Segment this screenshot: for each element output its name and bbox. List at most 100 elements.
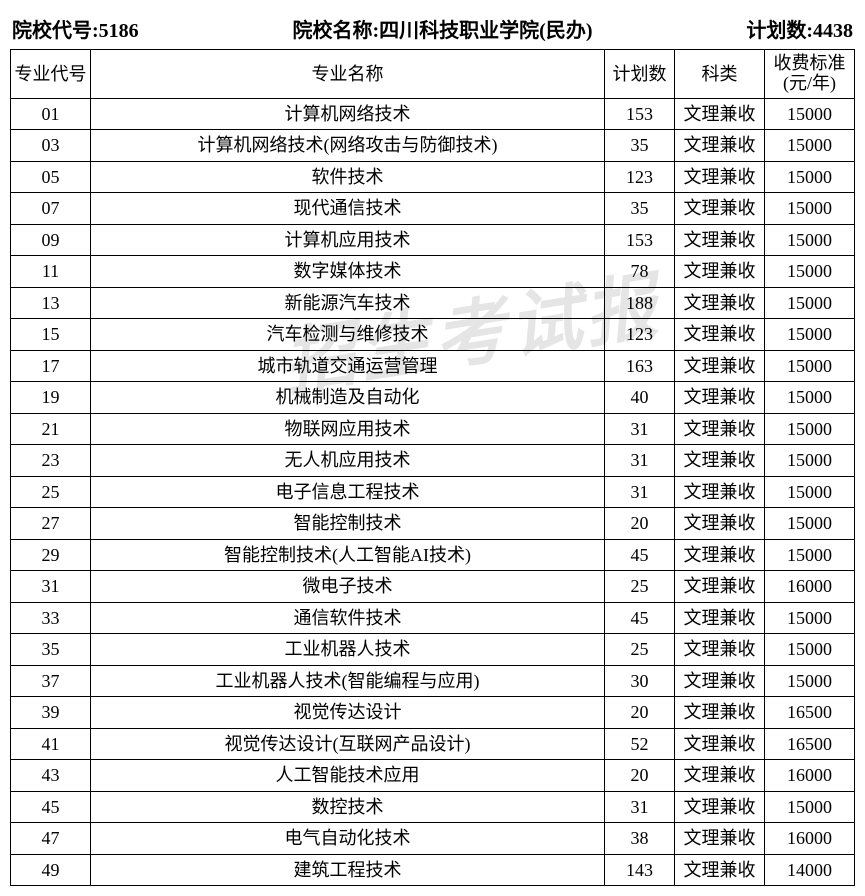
cell-plan: 153 [605,98,675,130]
cell-cat: 文理兼收 [675,445,765,477]
page-header: 院校代号:5186 院校名称:四川科技职业学院(民办) 计划数:4438 [10,10,855,49]
cell-cat: 文理兼收 [675,256,765,288]
table-row: 43人工智能技术应用20文理兼收16000 [11,760,855,792]
cell-name: 视觉传达设计 [91,697,605,729]
cell-plan: 35 [605,193,675,225]
cell-code: 27 [11,508,91,540]
cell-name: 物联网应用技术 [91,413,605,445]
table-row: 21物联网应用技术31文理兼收15000 [11,413,855,445]
cell-cat: 文理兼收 [675,854,765,886]
cell-plan: 163 [605,350,675,382]
plan-total-label: 计划数: [746,20,813,42]
school-name: 院校名称:四川科技职业学院(民办) [293,14,593,43]
cell-code: 33 [11,602,91,634]
cell-plan: 188 [605,287,675,319]
table-row: 41视觉传达设计(互联网产品设计)52文理兼收16500 [11,728,855,760]
col-header-major-code: 专业代号 [11,50,91,99]
cell-plan: 20 [605,760,675,792]
table-row: 35工业机器人技术25文理兼收15000 [11,634,855,666]
cell-code: 25 [11,476,91,508]
cell-fee: 15000 [765,476,855,508]
cell-cat: 文理兼收 [675,287,765,319]
cell-plan: 31 [605,413,675,445]
cell-plan: 30 [605,665,675,697]
cell-cat: 文理兼收 [675,634,765,666]
cell-fee: 15000 [765,382,855,414]
school-name-value: 四川科技职业学院(民办) [379,20,592,42]
cell-cat: 文理兼收 [675,319,765,351]
table-row: 37工业机器人技术(智能编程与应用)30文理兼收15000 [11,665,855,697]
table-row: 03计算机网络技术(网络攻击与防御技术)35文理兼收15000 [11,130,855,162]
cell-fee: 15000 [765,350,855,382]
cell-name: 城市轨道交通运营管理 [91,350,605,382]
cell-fee: 16000 [765,571,855,603]
cell-plan: 25 [605,571,675,603]
table-row: 07现代通信技术35文理兼收15000 [11,193,855,225]
cell-code: 07 [11,193,91,225]
table-row: 15汽车检测与维修技术123文理兼收15000 [11,319,855,351]
cell-name: 智能控制技术 [91,508,605,540]
cell-code: 19 [11,382,91,414]
cell-plan: 45 [605,602,675,634]
cell-cat: 文理兼收 [675,823,765,855]
cell-name: 人工智能技术应用 [91,760,605,792]
cell-cat: 文理兼收 [675,161,765,193]
table-row: 09计算机应用技术153文理兼收15000 [11,224,855,256]
cell-plan: 52 [605,728,675,760]
cell-cat: 文理兼收 [675,665,765,697]
cell-code: 49 [11,854,91,886]
cell-fee: 15000 [765,539,855,571]
cell-code: 43 [11,760,91,792]
cell-code: 35 [11,634,91,666]
cell-plan: 45 [605,539,675,571]
cell-code: 23 [11,445,91,477]
cell-plan: 40 [605,382,675,414]
cell-fee: 15000 [765,130,855,162]
cell-name: 数字媒体技术 [91,256,605,288]
table-row: 25电子信息工程技术31文理兼收15000 [11,476,855,508]
cell-fee: 15000 [765,602,855,634]
table-row: 11数字媒体技术78文理兼收15000 [11,256,855,288]
plan-total: 计划数:4438 [746,14,853,43]
cell-fee: 15000 [765,224,855,256]
table-row: 13新能源汽车技术188文理兼收15000 [11,287,855,319]
cell-fee: 15000 [765,319,855,351]
cell-fee: 15000 [765,98,855,130]
table-row: 01计算机网络技术153文理兼收15000 [11,98,855,130]
cell-code: 45 [11,791,91,823]
table-row: 31微电子技术25文理兼收16000 [11,571,855,603]
cell-cat: 文理兼收 [675,508,765,540]
cell-name: 微电子技术 [91,571,605,603]
table-row: 45数控技术31文理兼收15000 [11,791,855,823]
cell-fee: 16500 [765,728,855,760]
cell-code: 15 [11,319,91,351]
cell-code: 31 [11,571,91,603]
cell-cat: 文理兼收 [675,602,765,634]
cell-plan: 31 [605,445,675,477]
table-row: 19机械制造及自动化40文理兼收15000 [11,382,855,414]
cell-fee: 15000 [765,193,855,225]
cell-plan: 25 [605,634,675,666]
cell-name: 新能源汽车技术 [91,287,605,319]
cell-cat: 文理兼收 [675,130,765,162]
cell-name: 无人机应用技术 [91,445,605,477]
cell-name: 数控技术 [91,791,605,823]
cell-fee: 15000 [765,256,855,288]
cell-cat: 文理兼收 [675,697,765,729]
cell-plan: 78 [605,256,675,288]
cell-name: 软件技术 [91,161,605,193]
cell-cat: 文理兼收 [675,760,765,792]
cell-fee: 15000 [765,445,855,477]
cell-fee: 15000 [765,665,855,697]
cell-code: 11 [11,256,91,288]
table-row: 29智能控制技术(人工智能AI技术)45文理兼收15000 [11,539,855,571]
cell-plan: 31 [605,791,675,823]
cell-plan: 123 [605,161,675,193]
cell-plan: 143 [605,854,675,886]
cell-cat: 文理兼收 [675,476,765,508]
cell-code: 21 [11,413,91,445]
cell-name: 计算机网络技术(网络攻击与防御技术) [91,130,605,162]
col-header-fee: 收费标准(元/年) [765,50,855,99]
cell-plan: 35 [605,130,675,162]
cell-code: 03 [11,130,91,162]
